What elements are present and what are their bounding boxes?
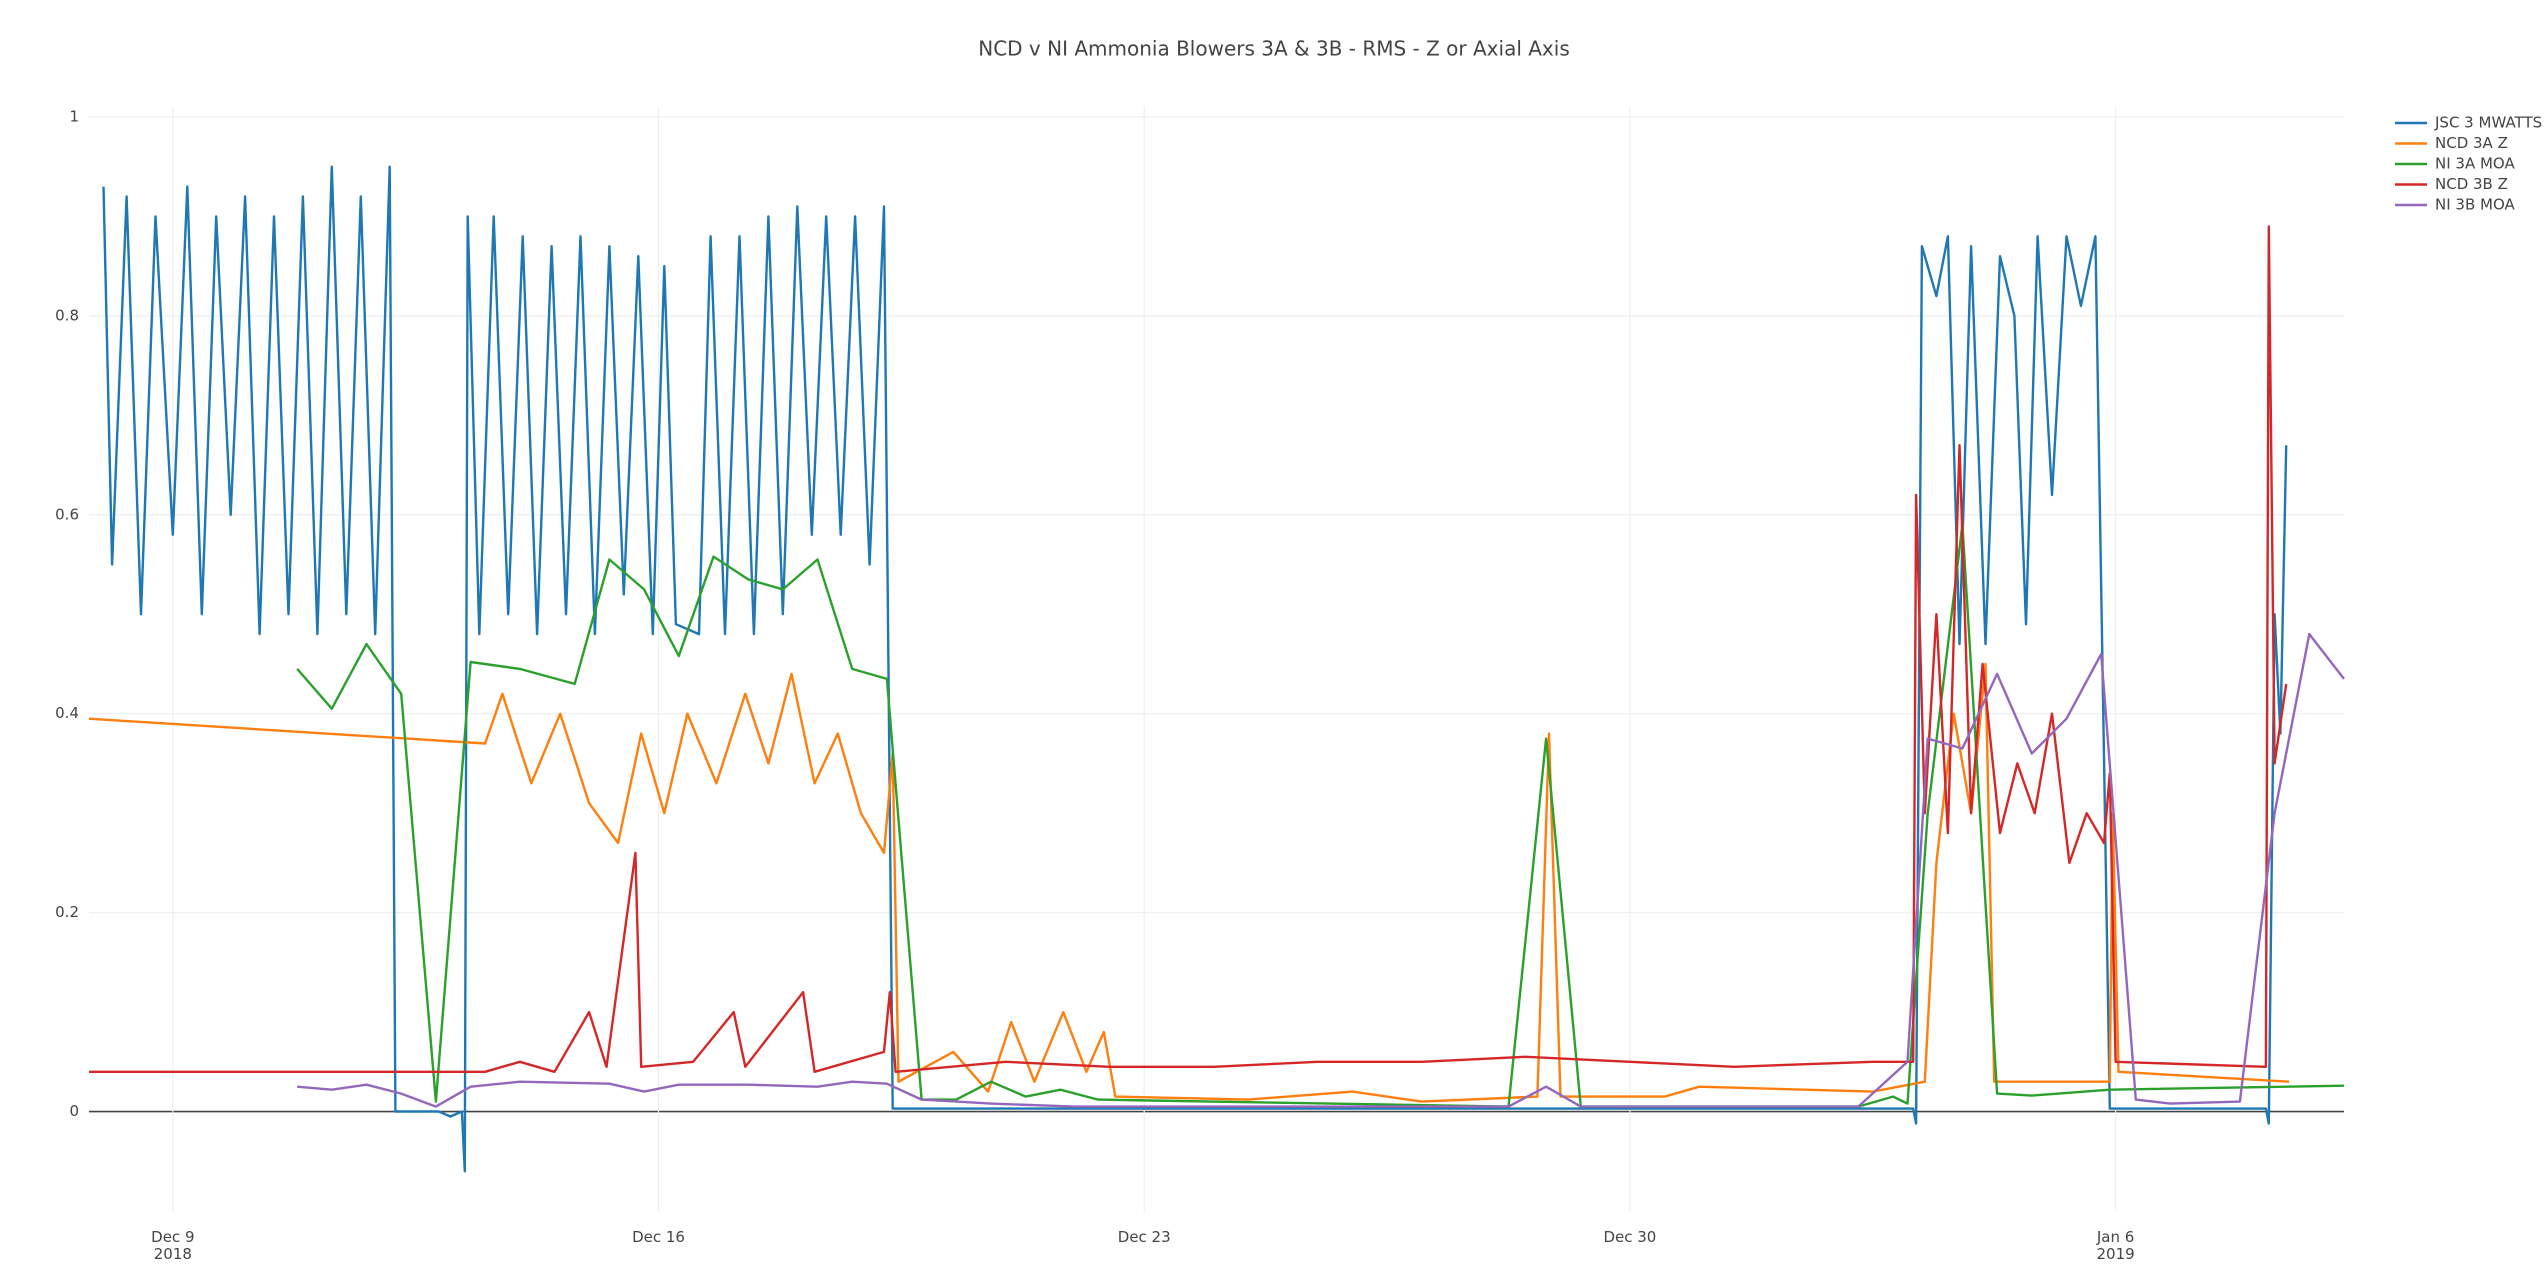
y-tick-label: 0.6	[55, 505, 79, 523]
x-tick-label: Dec 23	[1118, 1228, 1171, 1246]
y-tick-label: 1	[69, 107, 79, 125]
legend-label: JSC 3 MWATTS	[2434, 114, 2542, 132]
series-line	[88, 662, 2290, 1103]
x-tick-label: Jan 6 2019	[2096, 1228, 2135, 1263]
legend-label: NI 3A MOA	[2435, 155, 2515, 173]
legend-label: NCD 3A Z	[2435, 134, 2508, 152]
legend-label: NCD 3B Z	[2435, 175, 2508, 193]
x-tick-label: Dec 9 2018	[151, 1228, 194, 1263]
y-tick-label: 0.2	[55, 903, 79, 921]
series-line	[297, 632, 2345, 1108]
chart-title: NCD v NI Ammonia Blowers 3A & 3B - RMS -…	[978, 37, 1569, 61]
x-tick-label: Dec 16	[632, 1228, 685, 1246]
series-line	[89, 225, 2288, 1073]
x-tick-label: Dec 30	[1603, 1228, 1656, 1246]
legend-label: NI 3B MOA	[2435, 196, 2515, 214]
series-line	[102, 165, 2288, 1173]
y-tick-label: 0.4	[55, 704, 79, 722]
y-tick-label: 0.8	[55, 306, 79, 324]
y-tick-label: 0	[69, 1102, 79, 1120]
